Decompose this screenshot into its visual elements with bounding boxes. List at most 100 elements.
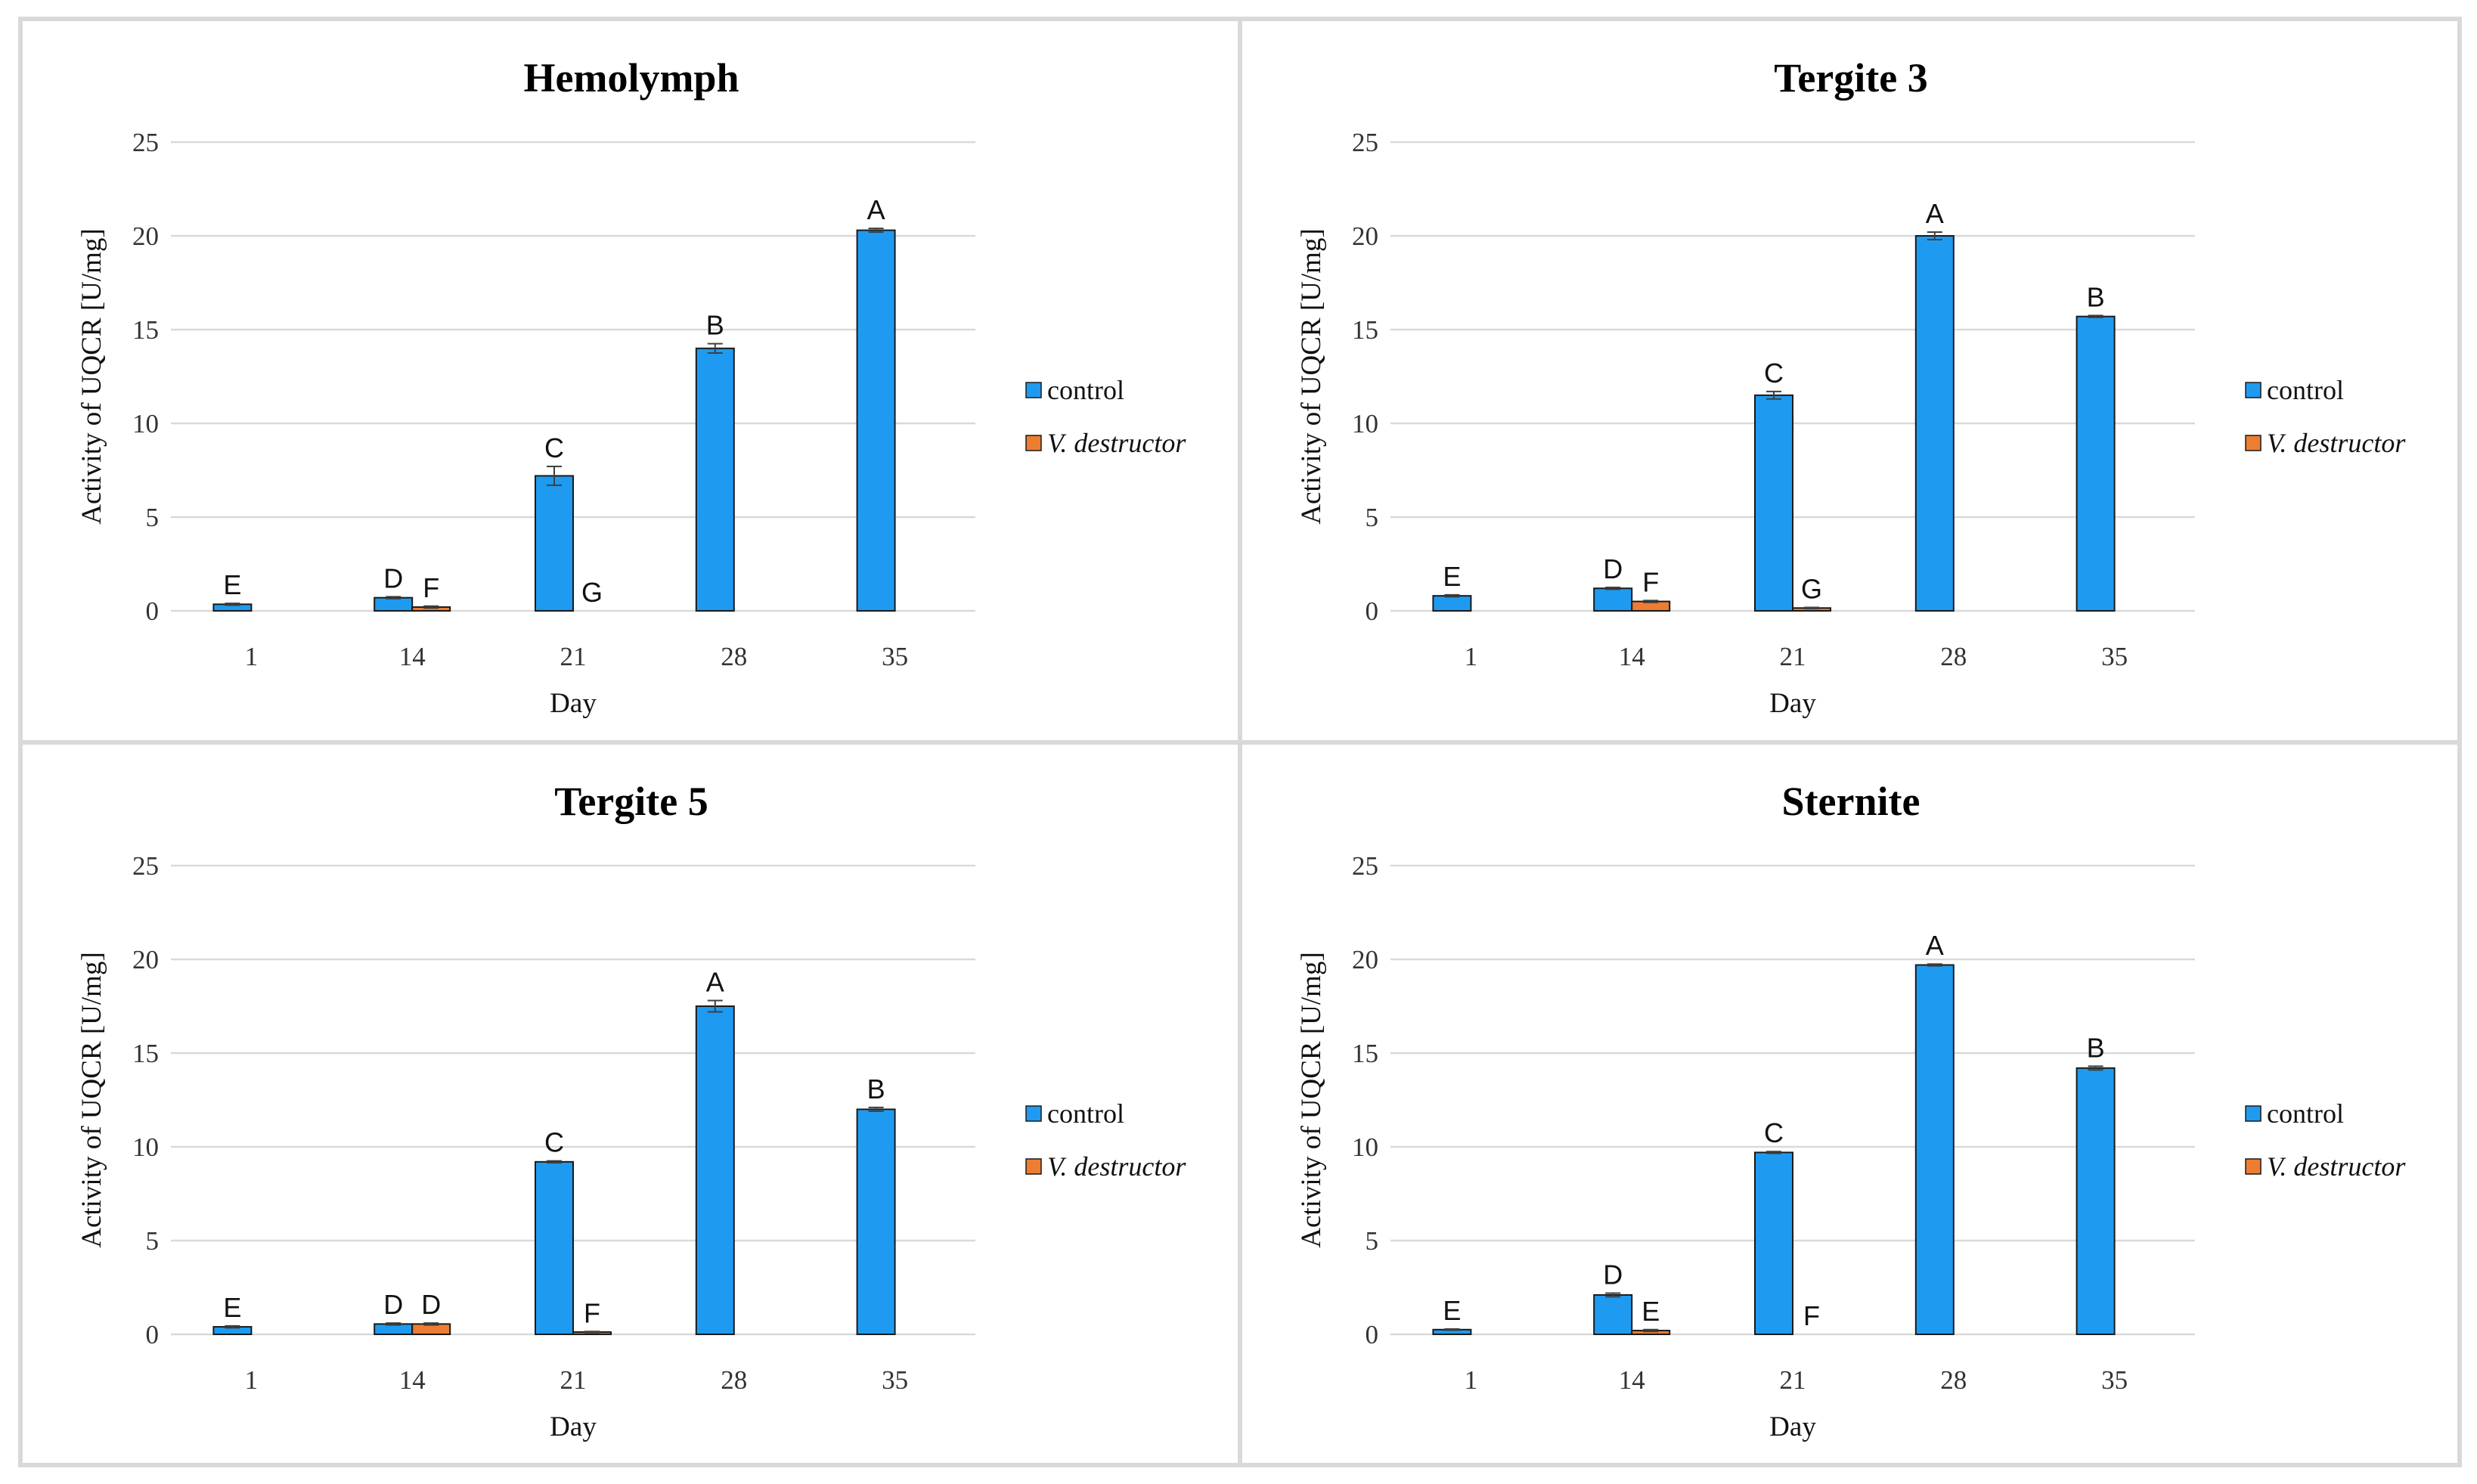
legend-label: V. destructor [1047, 428, 1186, 458]
x-tick-label: 28 [721, 642, 747, 671]
significance-label: B [867, 1073, 885, 1104]
legend-swatch [1025, 435, 1042, 451]
x-tick-label: 1 [245, 1365, 259, 1395]
bar [695, 347, 735, 612]
x-tick-label: 28 [1940, 1365, 1967, 1395]
significance-label: D [1603, 553, 1623, 584]
y-axis-label: Activity of UQCR [U/mg] [1296, 952, 1327, 1248]
chart-grid: Hemolymph 0 5 10 15 20 25 Activity of UQCR [U/m… [18, 17, 2462, 1467]
y-tick-label: 25 [132, 851, 159, 881]
significance-label: C [544, 432, 564, 463]
x-axis-label: Day [550, 688, 597, 719]
significance-label: A [1926, 198, 1944, 229]
bar [535, 475, 574, 612]
x-tick-label: 14 [1619, 642, 1645, 671]
y-axis-label: Activity of UQCR [U/mg] [1296, 228, 1327, 525]
x-tick-label: 28 [1940, 642, 1967, 671]
x-axis-label: Day [1769, 688, 1816, 719]
y-tick-label: 10 [132, 1132, 159, 1162]
chart-title: Hemolymph [523, 55, 739, 101]
chart-panel-tergite-5: Tergite 5 0 5 10 15 20 25 Activity of UQCR [U/m… [20, 742, 1240, 1465]
significance-label: F [423, 572, 439, 603]
x-tick-label: 1 [1465, 1365, 1478, 1395]
y-tick-label: 20 [1352, 222, 1378, 251]
legend-swatch [2245, 1157, 2262, 1175]
significance-label: B [706, 310, 724, 341]
significance-label: D [383, 1289, 403, 1320]
y-tick-label: 20 [132, 945, 159, 974]
x-tick-label: 1 [245, 642, 259, 671]
significance-label: F [584, 1297, 600, 1328]
legend-label: V. destructor [2267, 1151, 2406, 1182]
chart-panel-hemolymph: Hemolymph 0 5 10 15 20 25 Activity of UQCR [U/m… [20, 19, 1240, 742]
significance-label: E [223, 569, 241, 600]
y-axis-label: Activity of UQCR [U/mg] [76, 952, 107, 1248]
significance-label: C [544, 1126, 564, 1157]
x-tick-label: 35 [882, 642, 908, 671]
bar [1754, 394, 1793, 612]
bar [695, 1005, 735, 1335]
significance-label: C [1764, 358, 1784, 389]
y-axis-label: Activity of UQCR [U/mg] [76, 228, 107, 525]
x-axis-label: Day [550, 1411, 597, 1442]
x-tick-label: 35 [2101, 642, 2128, 671]
y-tick-label: 5 [1366, 1226, 1379, 1256]
chart-svg: Tergite 5 0 5 10 15 20 25 Activity of UQCR [U/m… [76, 779, 1186, 1442]
y-tick-label: 5 [1366, 503, 1379, 532]
bar [856, 1108, 896, 1335]
significance-label: G [1801, 574, 1822, 605]
y-tick-label: 15 [132, 315, 159, 345]
legend-swatch [2245, 435, 2262, 451]
x-tick-label: 21 [560, 1365, 587, 1395]
y-tick-label: 15 [1352, 315, 1378, 345]
bar [856, 229, 896, 612]
chart-svg: Tergite 3 0 5 10 15 20 25 Activity of UQCR [U/m… [1296, 55, 2406, 719]
chart-svg: Sternite 0 5 10 15 20 25 Activity of UQCR [U/mg… [1296, 779, 2406, 1442]
y-tick-label: 0 [1366, 1320, 1379, 1349]
significance-label: D [383, 562, 403, 593]
x-tick-label: 14 [1619, 1365, 1645, 1395]
y-tick-label: 25 [1352, 851, 1378, 881]
y-tick-label: 10 [1352, 409, 1378, 438]
bar [2076, 1067, 2116, 1335]
significance-label: B [2087, 1032, 2105, 1063]
y-tick-label: 15 [1352, 1039, 1378, 1068]
y-tick-label: 20 [1352, 945, 1378, 974]
bar [535, 1160, 574, 1335]
bar [2076, 315, 2116, 612]
y-tick-label: 10 [132, 409, 159, 438]
significance-label: F [1642, 566, 1659, 597]
y-tick-label: 0 [146, 1320, 160, 1349]
legend-label: control [2267, 1098, 2344, 1129]
bar [1593, 1293, 1633, 1335]
chart-title: Tergite 3 [1774, 55, 1927, 101]
x-tick-label: 35 [882, 1365, 908, 1395]
significance-label: A [1926, 930, 1944, 961]
significance-label: F [1803, 1300, 1820, 1331]
bar [1593, 587, 1633, 612]
y-tick-label: 15 [132, 1039, 159, 1068]
y-tick-label: 10 [1352, 1132, 1378, 1162]
x-tick-label: 28 [721, 1365, 747, 1395]
bar [1914, 963, 1955, 1335]
significance-label: E [223, 1291, 241, 1322]
y-tick-label: 25 [132, 128, 159, 157]
x-tick-label: 1 [1465, 642, 1478, 671]
significance-label: C [1764, 1117, 1784, 1148]
bar [1432, 595, 1472, 612]
x-tick-label: 21 [560, 642, 587, 671]
x-axis-label: Day [1769, 1411, 1816, 1442]
chart-title: Tergite 5 [554, 779, 708, 824]
x-tick-label: 21 [1780, 642, 1806, 671]
bar [1754, 1151, 1793, 1335]
significance-label: E [1642, 1295, 1660, 1326]
chart-title: Sternite [1782, 779, 1921, 824]
legend-label: control [1047, 1098, 1124, 1129]
x-tick-label: 35 [2101, 1365, 2128, 1395]
significance-label: A [867, 194, 885, 225]
legend-label: V. destructor [2267, 428, 2406, 458]
y-tick-label: 5 [146, 503, 160, 532]
y-tick-label: 25 [1352, 128, 1378, 157]
legend-swatch [2245, 382, 2262, 398]
significance-label: A [706, 966, 724, 997]
